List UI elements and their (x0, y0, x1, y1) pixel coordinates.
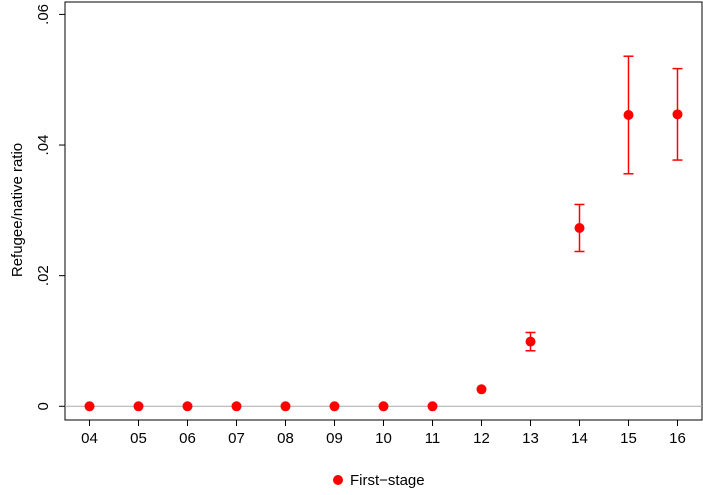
legend-label: First−stage (350, 472, 425, 489)
y-tick-label: .04 (35, 135, 52, 156)
point (427, 401, 438, 412)
point (329, 401, 340, 412)
point (231, 401, 242, 412)
x-tick-label: 11 (425, 430, 441, 447)
x-tick-label: 10 (375, 430, 392, 447)
point (182, 401, 193, 412)
x-tick-label: 13 (522, 430, 539, 447)
y-tick-label: 0 (35, 402, 52, 410)
y-axis-title: Refugee/native ratio (9, 143, 26, 277)
x-tick-label: 04 (81, 430, 98, 447)
y-tick-label: .06 (35, 4, 52, 25)
x-tick-label: 06 (179, 430, 196, 447)
legend-marker (333, 475, 343, 485)
y-tick-label: .02 (35, 265, 52, 286)
point (525, 336, 536, 347)
plot-frame (64, 1, 703, 421)
point (574, 222, 585, 233)
x-tick-label: 08 (277, 430, 294, 447)
point (672, 109, 683, 120)
point (133, 401, 144, 412)
x-tick-label: 05 (130, 430, 147, 447)
x-tick-label: 12 (473, 430, 490, 447)
point (378, 401, 389, 412)
x-tick-label: 07 (228, 430, 245, 447)
x-tick-label: 15 (620, 430, 637, 447)
point (84, 401, 95, 412)
x-tick-label: 16 (669, 430, 686, 447)
point (623, 109, 634, 120)
x-tick-label: 14 (571, 430, 588, 447)
point (280, 401, 291, 412)
x-tick-label: 09 (326, 430, 343, 447)
point (476, 384, 487, 395)
